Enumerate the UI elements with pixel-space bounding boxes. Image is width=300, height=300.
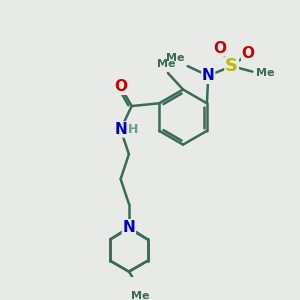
Text: S: S xyxy=(225,57,238,75)
Text: O: O xyxy=(242,46,255,61)
Text: O: O xyxy=(114,79,127,94)
Text: N: N xyxy=(122,220,135,235)
Text: Me: Me xyxy=(157,59,176,69)
Text: N: N xyxy=(202,68,215,83)
Text: Me: Me xyxy=(256,68,275,78)
Text: N: N xyxy=(122,220,135,235)
Text: H: H xyxy=(128,123,138,136)
Text: N: N xyxy=(114,122,127,137)
Text: Me: Me xyxy=(131,291,149,300)
Text: O: O xyxy=(213,41,226,56)
Text: Me: Me xyxy=(167,53,185,63)
